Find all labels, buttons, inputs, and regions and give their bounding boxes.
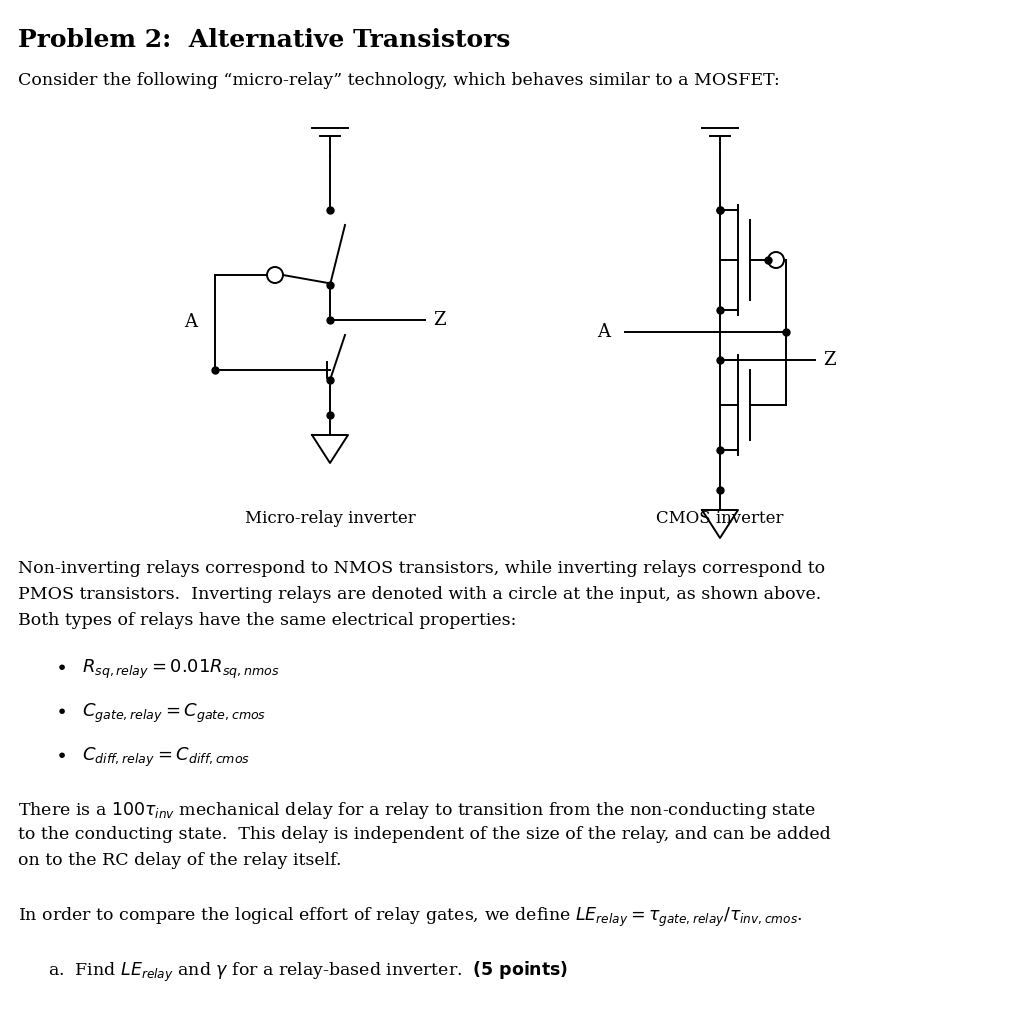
Text: In order to compare the logical effort of relay gates, we define $LE_{relay} = \: In order to compare the logical effort o… — [18, 906, 803, 929]
Text: $R_{sq,relay} = 0.01R_{sq,nmos}$: $R_{sq,relay} = 0.01R_{sq,nmos}$ — [82, 658, 280, 681]
Text: $\bullet$: $\bullet$ — [55, 700, 66, 719]
Text: $C_{gate,relay} = C_{gate,cmos}$: $C_{gate,relay} = C_{gate,cmos}$ — [82, 702, 267, 725]
Text: Consider the following “micro-relay” technology, which behaves similar to a MOSF: Consider the following “micro-relay” tec… — [18, 72, 780, 89]
Text: CMOS inverter: CMOS inverter — [656, 510, 784, 527]
Text: $\bullet$: $\bullet$ — [55, 744, 66, 763]
Text: Problem 2:  Alternative Transistors: Problem 2: Alternative Transistors — [18, 28, 510, 52]
Text: Non-inverting relays correspond to NMOS transistors, while inverting relays corr: Non-inverting relays correspond to NMOS … — [18, 560, 825, 577]
Text: Both types of relays have the same electrical properties:: Both types of relays have the same elect… — [18, 612, 516, 629]
Text: Micro-relay inverter: Micro-relay inverter — [244, 510, 415, 527]
Text: A: A — [184, 313, 197, 331]
Text: on to the RC delay of the relay itself.: on to the RC delay of the relay itself. — [18, 852, 341, 869]
Text: $\bullet$: $\bullet$ — [55, 656, 66, 675]
Text: A: A — [597, 323, 610, 341]
Text: Z: Z — [823, 351, 835, 369]
Text: a.  Find $LE_{relay}$ and $\gamma$ for a relay-based inverter.  $\mathbf{(5\ poi: a. Find $LE_{relay}$ and $\gamma$ for a … — [48, 961, 569, 984]
Text: Z: Z — [433, 311, 445, 329]
Text: to the conducting state.  This delay is independent of the size of the relay, an: to the conducting state. This delay is i… — [18, 826, 831, 843]
Text: There is a $100\tau_{inv}$ mechanical delay for a relay to transition from the n: There is a $100\tau_{inv}$ mechanical de… — [18, 800, 816, 821]
Text: PMOS transistors.  Inverting relays are denoted with a circle at the input, as s: PMOS transistors. Inverting relays are d… — [18, 586, 821, 603]
Text: $C_{diff,relay} = C_{diff,cmos}$: $C_{diff,relay} = C_{diff,cmos}$ — [82, 746, 250, 769]
